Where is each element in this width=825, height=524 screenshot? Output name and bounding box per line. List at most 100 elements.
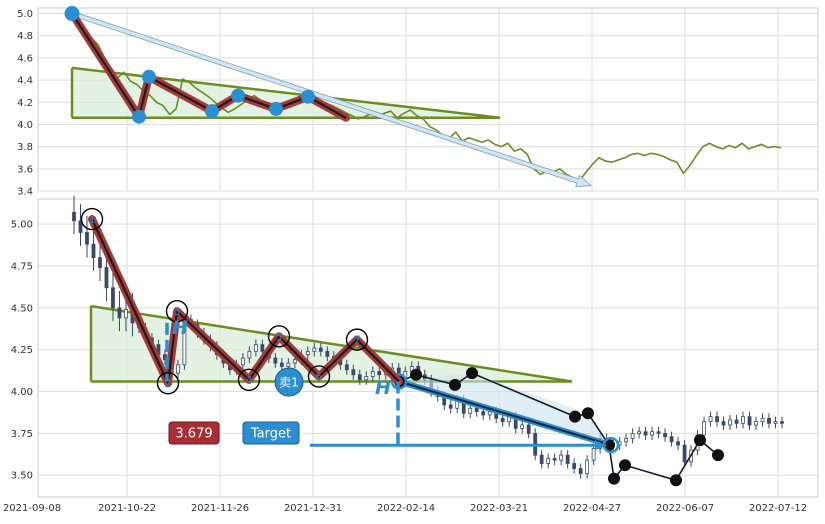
top-ytick-label: 4.2 [17,98,33,109]
candle-body [481,411,486,416]
pattern-point-label: 2 [165,377,172,390]
candle-body [656,431,661,434]
x-tick-label: 2021-12-31 [284,503,342,514]
candle-body [85,232,89,245]
candle-body [676,441,680,446]
candle-body [111,287,115,309]
x-tick-label: 2022-04-27 [563,503,621,514]
candle-body [91,243,96,258]
bottom-panel: 5.00 4.75 4.50 4.25 4.00 3.75 3.50 2021-09-08 20… [3,195,819,514]
candle-body [312,347,317,352]
height-label-left: H [172,317,188,339]
candle-body [721,421,726,426]
bottom-ytick-label: 4.25 [11,345,33,356]
candle-body [474,407,479,413]
candle-body [279,362,284,367]
candle-body [351,369,356,376]
x-tick-label: 2022-02-14 [377,503,435,514]
candle-body [637,431,642,434]
bottom-ytick-label: 4.00 [11,387,33,398]
candle-body [539,454,544,464]
candle-body [124,309,128,319]
candle-body [176,364,180,374]
forecast-pivot-marker [619,459,631,472]
candle-body [448,404,453,409]
candle-body [305,350,310,356]
pattern-point-label: 5 [276,330,283,343]
pattern-point-label: 4 [246,374,253,387]
candle-body [741,416,745,424]
forecast-pivot-marker [582,407,594,420]
top-ytick-label: 4.4 [17,76,33,87]
candle-body [767,417,771,424]
top-ytick-label: 4.8 [17,31,33,42]
top-ytick-label: 3.6 [17,164,33,175]
candle-body [702,421,706,436]
breakout-projection-line [398,380,612,447]
candle-body [78,220,83,233]
target-value-badge [168,421,220,445]
height-label-right: H [375,377,391,399]
candle-body [247,350,252,359]
candle-body [240,357,245,366]
candle-body [253,344,258,352]
x-tick-label: 2021-10-22 [98,503,156,514]
candle-body [377,371,382,376]
bottom-ytick-label: 5.00 [11,220,33,231]
x-tick-label: 2022-03-21 [470,503,528,514]
candle-body [104,267,109,289]
candle-body [747,416,752,426]
x-tick-label: 2022-06-07 [656,503,714,514]
target-value-text: 3.679 [175,427,212,442]
candle-body [708,416,713,423]
candle-body [260,344,265,352]
candle-body [117,307,122,319]
forecast-path-line [399,372,719,482]
pattern-point-label: 1 [89,213,96,226]
candle-body [624,438,629,443]
candle-body [520,424,525,429]
x-tick-label: 2021-11-26 [191,503,249,514]
candle-body [760,417,765,423]
top-pivot-marker [301,89,315,104]
candle-body [591,448,596,461]
candle-body [585,459,590,474]
candle-body [546,458,551,464]
forecast-pivot-marker [569,410,581,423]
candle-body [370,371,375,377]
forecast-pivot-marker [712,449,724,462]
top-ytick-label: 5.0 [17,9,33,20]
bottom-ytick-label: 4.50 [11,303,33,314]
pattern-point-circle [267,325,291,348]
candle-body [754,421,758,426]
pattern-point-label: 7 [354,334,361,347]
top-pivot-marker [142,69,156,84]
target-badge-text: Target [250,427,291,442]
pattern-point-circle [165,299,189,323]
pattern-point-circle [156,371,180,395]
bottom-ytick-label: 3.75 [11,429,33,440]
candle-body [552,458,557,461]
candle-body [572,463,577,469]
top-trend-arrow [70,10,592,188]
candle-body [364,376,369,381]
candle-body [344,364,349,371]
top-ytick-label: 4.6 [17,53,33,64]
bottom-triangle-upper-line [90,304,573,383]
forecast-pivot-marker [410,368,422,381]
candle-body [72,211,76,222]
candle-body [565,454,570,464]
candle-body [669,436,674,443]
pattern-point-label: 3 [174,305,181,318]
candle-body [728,419,732,426]
pattern-point-label: 6 [316,370,323,383]
pattern-point-circle [345,328,369,351]
candle-body [650,431,654,436]
forecast-pivot-marker [670,474,682,487]
x-tick-label: 2021-09-08 [3,503,61,514]
sell-marker-label: 卖1 [279,376,299,390]
candle-body [98,257,102,269]
top-pivot-marker [269,101,283,116]
